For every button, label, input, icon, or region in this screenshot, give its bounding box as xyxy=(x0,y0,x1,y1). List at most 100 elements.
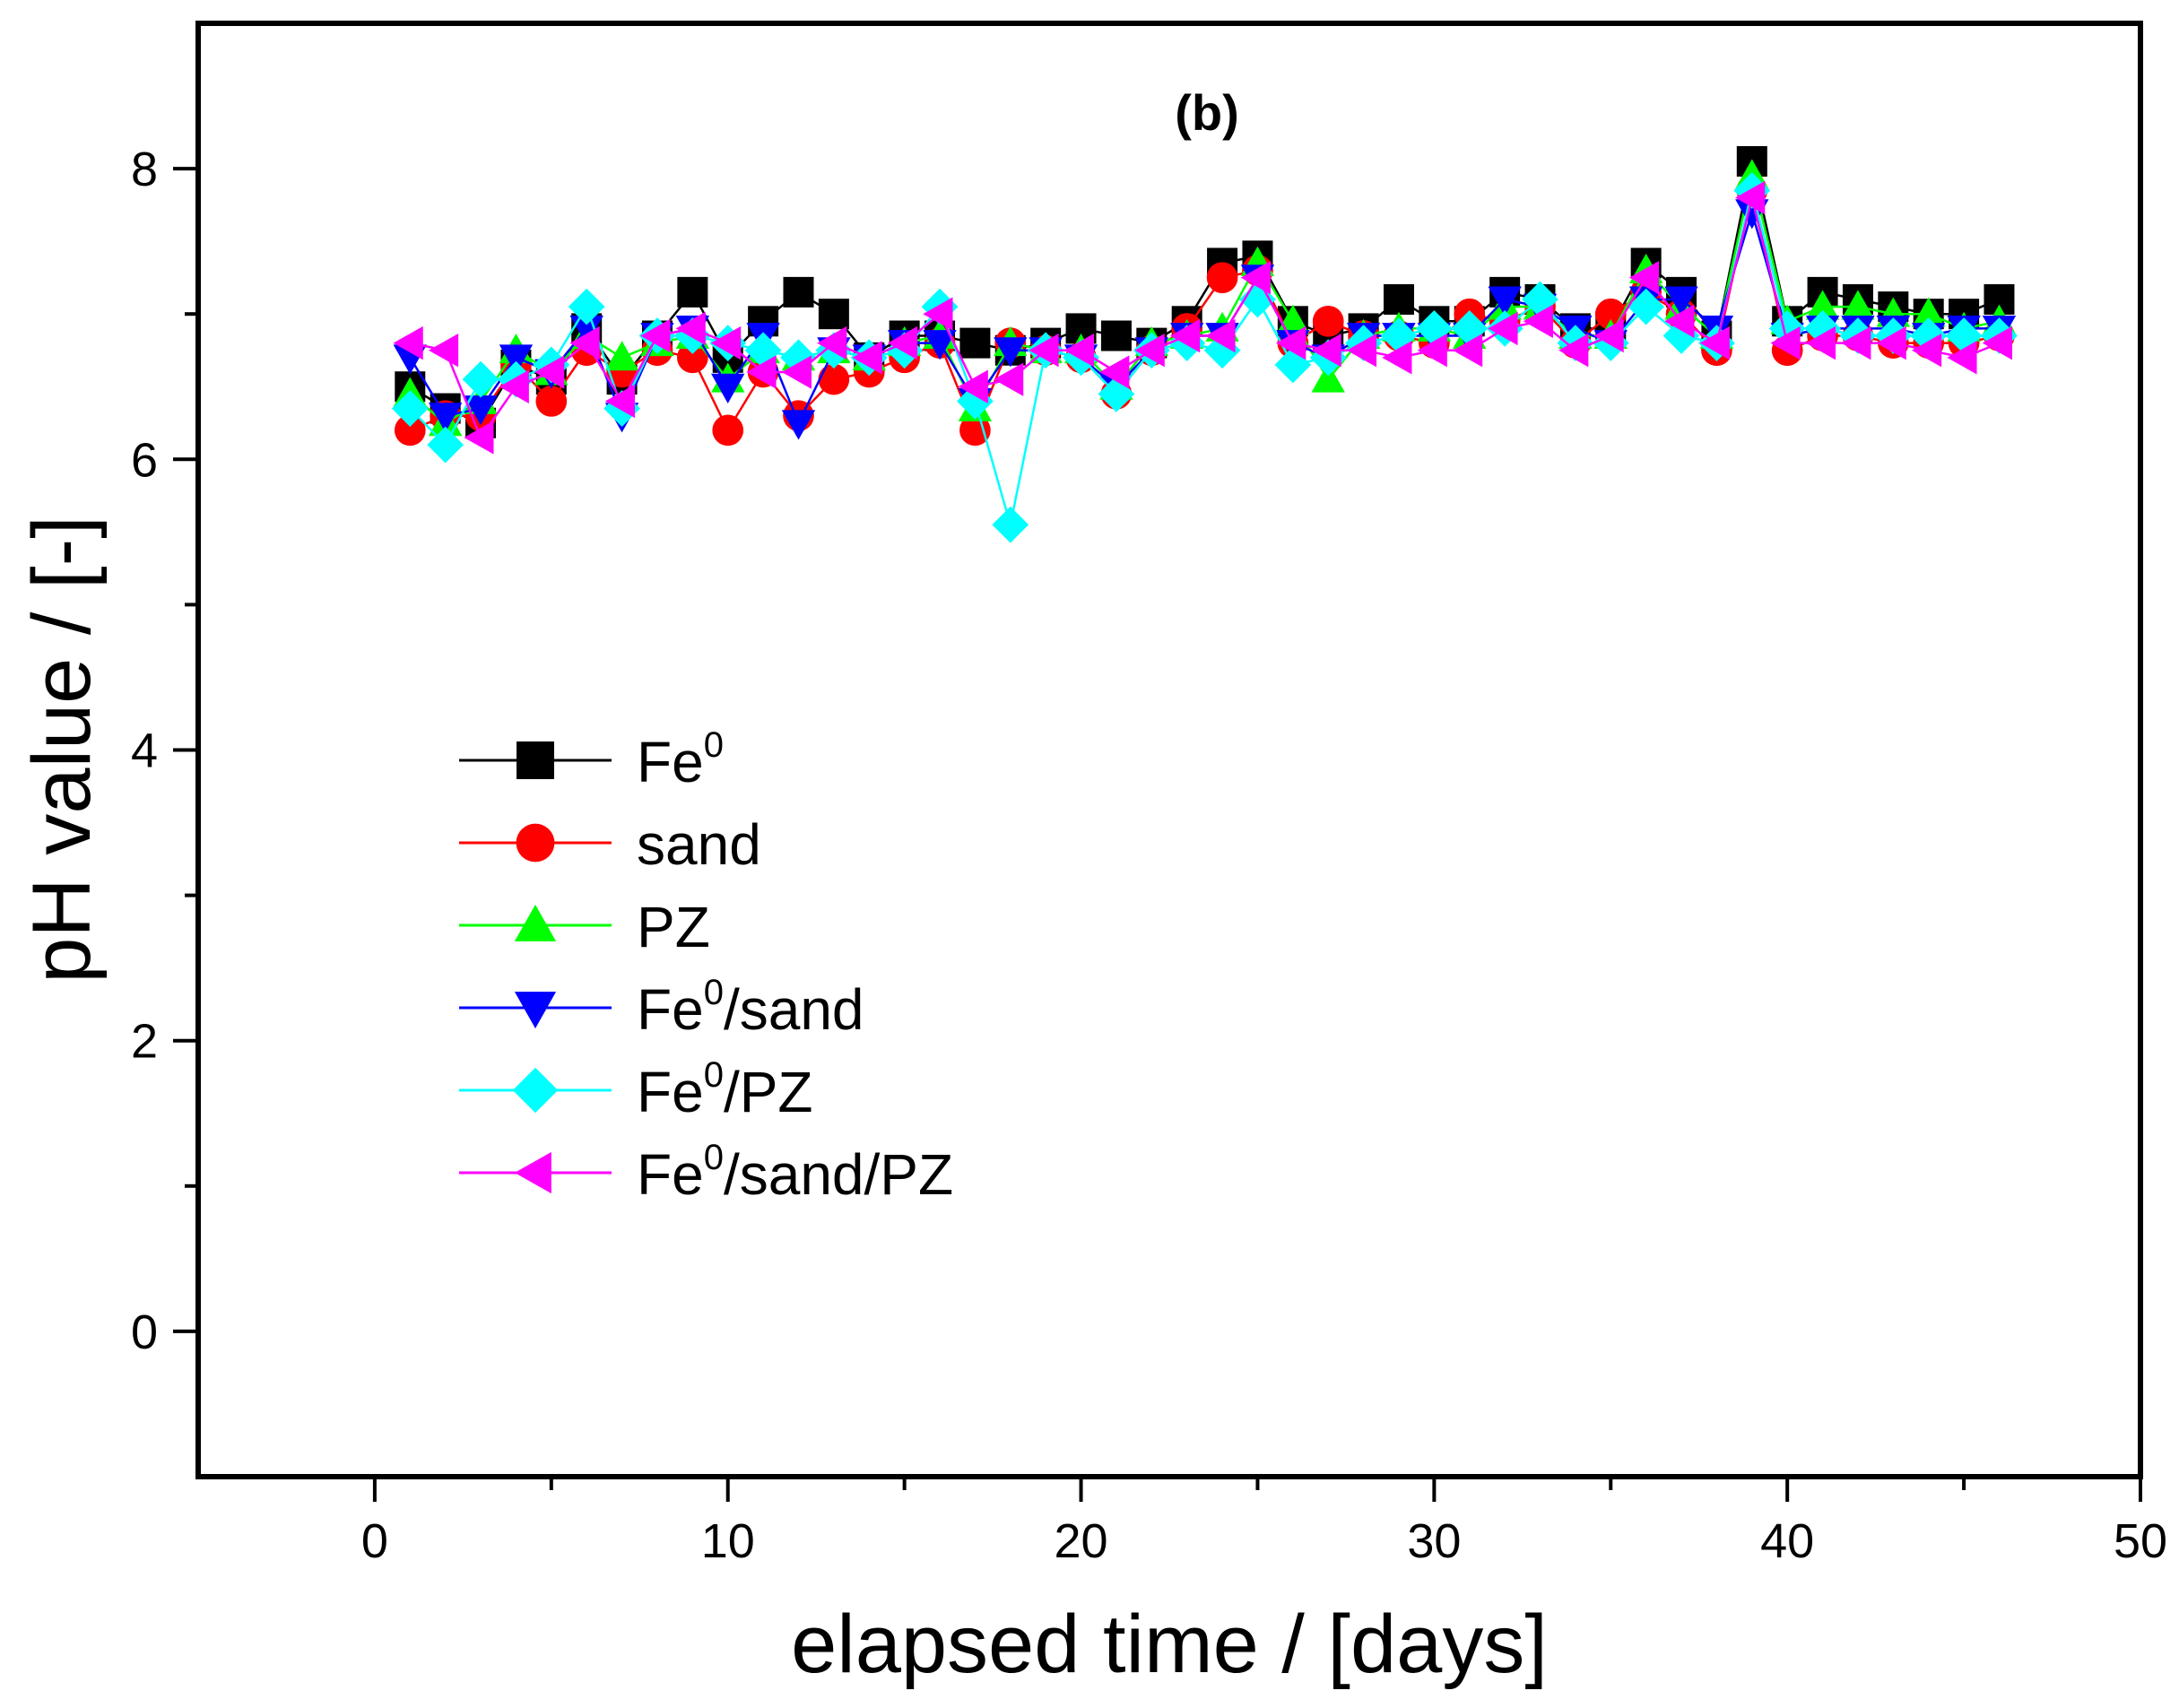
data-point xyxy=(427,426,464,464)
legend-label-superscript: 0 xyxy=(704,725,724,765)
data-point xyxy=(569,325,600,360)
data-point xyxy=(1029,334,1059,368)
data-point xyxy=(1768,310,1806,347)
legend-label: PZ xyxy=(637,895,710,959)
data-point xyxy=(604,341,639,371)
legend-label-suffix: /sand xyxy=(724,977,864,1042)
y-tick-label: 6 xyxy=(131,433,158,487)
data-point xyxy=(568,288,605,325)
data-point xyxy=(957,383,994,420)
data-point xyxy=(1804,310,1841,347)
panel-label: (b) xyxy=(1175,84,1239,141)
x-tick-label: 30 xyxy=(1407,1514,1461,1568)
data-point xyxy=(1593,318,1624,353)
legend-label-superscript: 0 xyxy=(704,1055,724,1095)
data-point xyxy=(1523,304,1553,339)
data-point xyxy=(464,395,498,426)
data-point xyxy=(1805,290,1840,320)
data-point xyxy=(1522,281,1558,318)
data-point xyxy=(783,276,814,308)
data-point xyxy=(1205,318,1236,353)
data-point xyxy=(1841,325,1871,360)
data-point xyxy=(1415,310,1453,347)
data-point xyxy=(1488,286,1522,316)
data-point xyxy=(1382,341,1412,375)
data-point xyxy=(712,414,744,447)
data-point xyxy=(462,360,499,398)
x-tick-label: 40 xyxy=(1760,1514,1814,1568)
legend-label: Fe0/sand xyxy=(637,973,864,1042)
legend-item: Fe0/sand xyxy=(459,973,864,1042)
data-point xyxy=(499,344,534,375)
legend-label-superscript: 0 xyxy=(704,973,724,1012)
data-point xyxy=(1063,334,1094,368)
data-point xyxy=(1346,334,1377,368)
data-point xyxy=(1841,290,1875,320)
data-point xyxy=(711,325,742,360)
series-line xyxy=(410,197,2000,440)
legend-label: Fe0/sand/PZ xyxy=(637,1138,953,1207)
y-tick-label: 8 xyxy=(131,143,158,196)
data-point xyxy=(1417,334,1447,368)
data-point xyxy=(1982,325,2012,360)
legend-marker xyxy=(512,1067,559,1114)
data-point xyxy=(994,337,1028,368)
data-point xyxy=(1699,325,1730,360)
data-point xyxy=(569,315,603,346)
data-point xyxy=(1947,341,1977,375)
data-point xyxy=(1312,305,1344,337)
legend-label-name: Fe xyxy=(637,730,704,794)
x-tick-label: 10 xyxy=(701,1514,755,1568)
data-point xyxy=(818,363,850,395)
legend-label-name: sand xyxy=(637,812,761,877)
data-point xyxy=(1628,288,1665,325)
data-point xyxy=(959,414,991,447)
y-tick-label: 0 xyxy=(131,1305,158,1359)
data-point xyxy=(1240,260,1271,295)
data-point xyxy=(746,355,777,389)
y-tick-label: 4 xyxy=(131,724,158,778)
y-axis-title: pH value / [-] xyxy=(16,516,108,984)
data-point xyxy=(1735,180,1766,215)
data-point xyxy=(1664,286,1698,316)
data-point xyxy=(1100,320,1132,351)
data-point xyxy=(1099,355,1130,389)
legend-label-suffix: /sand/PZ xyxy=(724,1142,953,1207)
data-point xyxy=(1453,334,1483,368)
data-point xyxy=(640,318,671,353)
series-line xyxy=(409,175,2000,425)
data-point xyxy=(1311,362,1345,393)
legend-item: PZ xyxy=(459,895,710,959)
data-point xyxy=(428,334,459,368)
series-layer xyxy=(391,145,2018,543)
data-point xyxy=(1664,304,1695,339)
data-point xyxy=(1274,346,1312,384)
legend-marker xyxy=(517,741,554,779)
data-point xyxy=(393,325,423,360)
data-point xyxy=(1945,317,1983,354)
data-point xyxy=(818,299,849,330)
data-point xyxy=(428,403,463,433)
data-point xyxy=(1770,325,1801,360)
data-point xyxy=(677,342,708,374)
data-point xyxy=(992,506,1029,543)
data-point xyxy=(852,341,882,375)
legend-item: sand xyxy=(459,812,761,877)
data-point xyxy=(1912,297,1946,327)
legend-label: Fe0/PZ xyxy=(637,1055,813,1124)
data-point xyxy=(1134,334,1165,368)
legend-item: Fe0/PZ xyxy=(459,1055,813,1124)
legend-label-name: Fe xyxy=(637,1142,704,1207)
legend-label-suffix: /PZ xyxy=(724,1060,813,1124)
data-point xyxy=(464,420,494,455)
x-tick-label: 50 xyxy=(2114,1514,2167,1568)
data-point xyxy=(887,325,918,360)
data-point xyxy=(604,384,636,419)
data-point xyxy=(1311,334,1341,368)
axes-layer: 0 10 20 30 40 50 0 2 4 6 8 xyxy=(131,143,2167,1568)
data-point xyxy=(677,276,708,308)
legend-label: Fe0 xyxy=(637,725,724,794)
